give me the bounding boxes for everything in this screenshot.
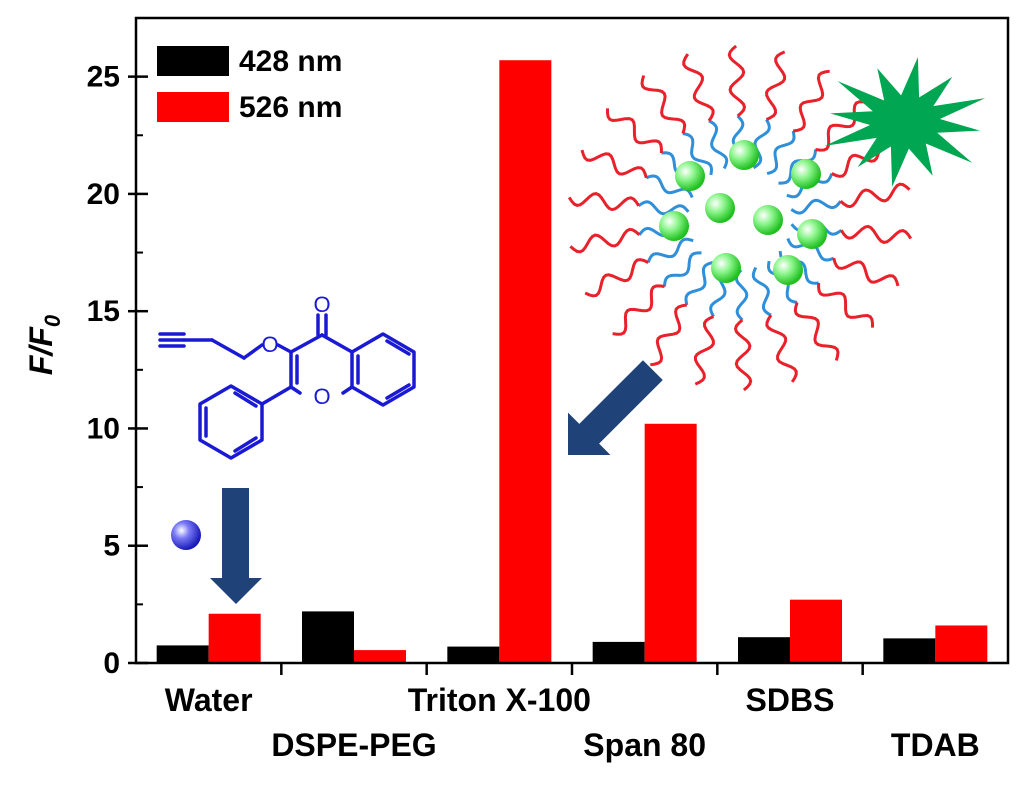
surfactant-tail [832, 257, 900, 287]
probe-bead [729, 140, 759, 170]
bar-dspe-peg-428-nm [302, 611, 354, 663]
carbonyl-oxygen-label: O [313, 292, 330, 317]
surfactant-tail [612, 284, 665, 336]
surfactant-tail [817, 283, 874, 328]
surfactant-head [778, 149, 817, 185]
surfactant-tail [567, 192, 640, 212]
y-tick-label: 15 [87, 295, 120, 328]
surfactant-tail [580, 149, 648, 179]
probe-bead [705, 193, 735, 223]
y-tick-label: 0 [103, 647, 120, 680]
y-tick-label: 5 [103, 530, 120, 563]
surfactant-head [646, 237, 694, 264]
bar-tdab-428-nm [883, 638, 936, 663]
probe-bead [753, 205, 783, 235]
probe-bead [711, 253, 741, 283]
bar-sdbs-428-nm [738, 637, 790, 663]
surfactant-head [637, 200, 690, 216]
surfactant-tail [792, 69, 830, 133]
x-category-label: DSPE-PEG [271, 727, 436, 763]
bar-water-428-nm [156, 645, 209, 663]
surfactant-head [734, 268, 749, 322]
legend-label: 428 nm [239, 45, 342, 78]
arrow-diagonal-icon [568, 360, 663, 455]
surfactant-tail [765, 314, 798, 383]
surfactant-head [684, 260, 714, 306]
legend-swatch [157, 92, 229, 122]
bar-span-80-428-nm [592, 641, 645, 663]
surfactant-head [663, 251, 702, 287]
surfactant-tail [650, 303, 688, 367]
y-tick-label: 20 [87, 178, 120, 211]
surfactant-tail [839, 182, 911, 209]
y-tick-label: 10 [87, 412, 120, 445]
bar-tdab-526-nm [935, 625, 988, 663]
legend-label: 526 nm [239, 91, 342, 124]
bar-dspe-peg-526-nm [354, 650, 406, 663]
probe-bead [791, 159, 821, 189]
x-category-label: TDAB [891, 727, 980, 763]
molecule-structure [158, 313, 416, 460]
surfactant-head [790, 198, 842, 215]
bars-layer [156, 60, 988, 663]
bar-sdbs-526-nm [790, 599, 842, 663]
surfactant-tail [727, 44, 747, 118]
surfactant-tail [793, 302, 840, 361]
fluorescence-star-icon [824, 57, 986, 187]
blue-sphere-icon [171, 520, 201, 550]
x-category-label: SDBS [746, 682, 835, 718]
x-category-label: Water [165, 682, 253, 718]
surfactant-tail [606, 108, 663, 153]
arrow-down-icon [210, 488, 262, 604]
surfactant-tail [640, 75, 687, 134]
surfactant-head [708, 119, 729, 170]
surfactant-head [752, 118, 771, 170]
surfactant-tail [815, 100, 868, 152]
y-axis-label-main: F/F [23, 326, 59, 375]
y-axis-label: F/F0 [23, 314, 65, 375]
surfactant-tail [682, 53, 715, 122]
surfactant-tail [840, 224, 913, 244]
y-axis-label-subscript: 0 [40, 314, 65, 327]
micelle-illustration [567, 44, 913, 392]
surfactant-tail [569, 227, 641, 254]
bar-triton-x-100-428-nm [447, 646, 500, 663]
probe-bead [773, 255, 803, 285]
probe-bead [797, 219, 827, 249]
bar-span-80-526-nm [644, 423, 697, 663]
x-category-label: Triton X-100 [408, 682, 591, 718]
surfactant-tail [733, 318, 753, 392]
surfactant-head [682, 132, 714, 176]
x-category-label: Span 80 [583, 727, 706, 763]
y-tick-label: 25 [87, 61, 120, 94]
benzo-ring [350, 332, 416, 407]
legend: 428 nm 526 nm [157, 45, 342, 124]
surfactant-head [766, 130, 796, 176]
surfactant-tail [584, 258, 649, 298]
surfactant-tail [693, 315, 715, 386]
probe-bead [659, 211, 689, 241]
ether-oxygen-label: O [261, 332, 278, 357]
surfactant-head [751, 266, 772, 317]
phenyl-ring [198, 384, 264, 460]
legend-swatch [157, 46, 229, 76]
surfactant-tail [765, 50, 787, 121]
probe-bead [675, 161, 705, 191]
axes: 0 5 10 15 20 25 Water DSPE-PEG Triton X-100 Span … [87, 16, 1010, 763]
ring-oxygen-label: O [313, 384, 330, 409]
bar-water-526-nm [208, 613, 261, 663]
bar-triton-x-100-526-nm [499, 60, 552, 663]
